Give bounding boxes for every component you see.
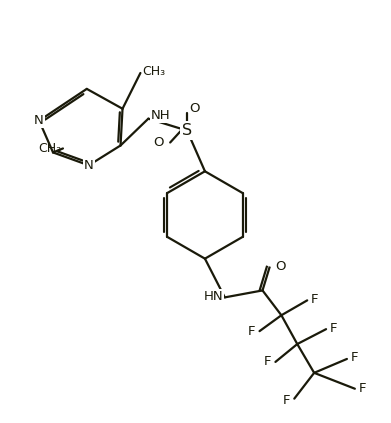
Text: F: F <box>351 352 359 365</box>
Text: F: F <box>264 355 271 368</box>
Text: F: F <box>311 293 319 306</box>
Text: O: O <box>189 102 199 115</box>
Text: F: F <box>248 324 256 338</box>
Text: S: S <box>182 123 192 138</box>
Text: F: F <box>283 394 291 407</box>
Text: O: O <box>154 136 164 149</box>
Text: N: N <box>34 114 44 127</box>
Text: CH₃: CH₃ <box>142 64 165 77</box>
Text: N: N <box>84 159 93 172</box>
Text: HN: HN <box>204 290 224 303</box>
Text: NH: NH <box>150 109 170 122</box>
Text: CH₃: CH₃ <box>38 142 61 155</box>
Text: F: F <box>330 321 337 335</box>
Text: O: O <box>275 260 286 273</box>
Text: F: F <box>359 382 366 395</box>
